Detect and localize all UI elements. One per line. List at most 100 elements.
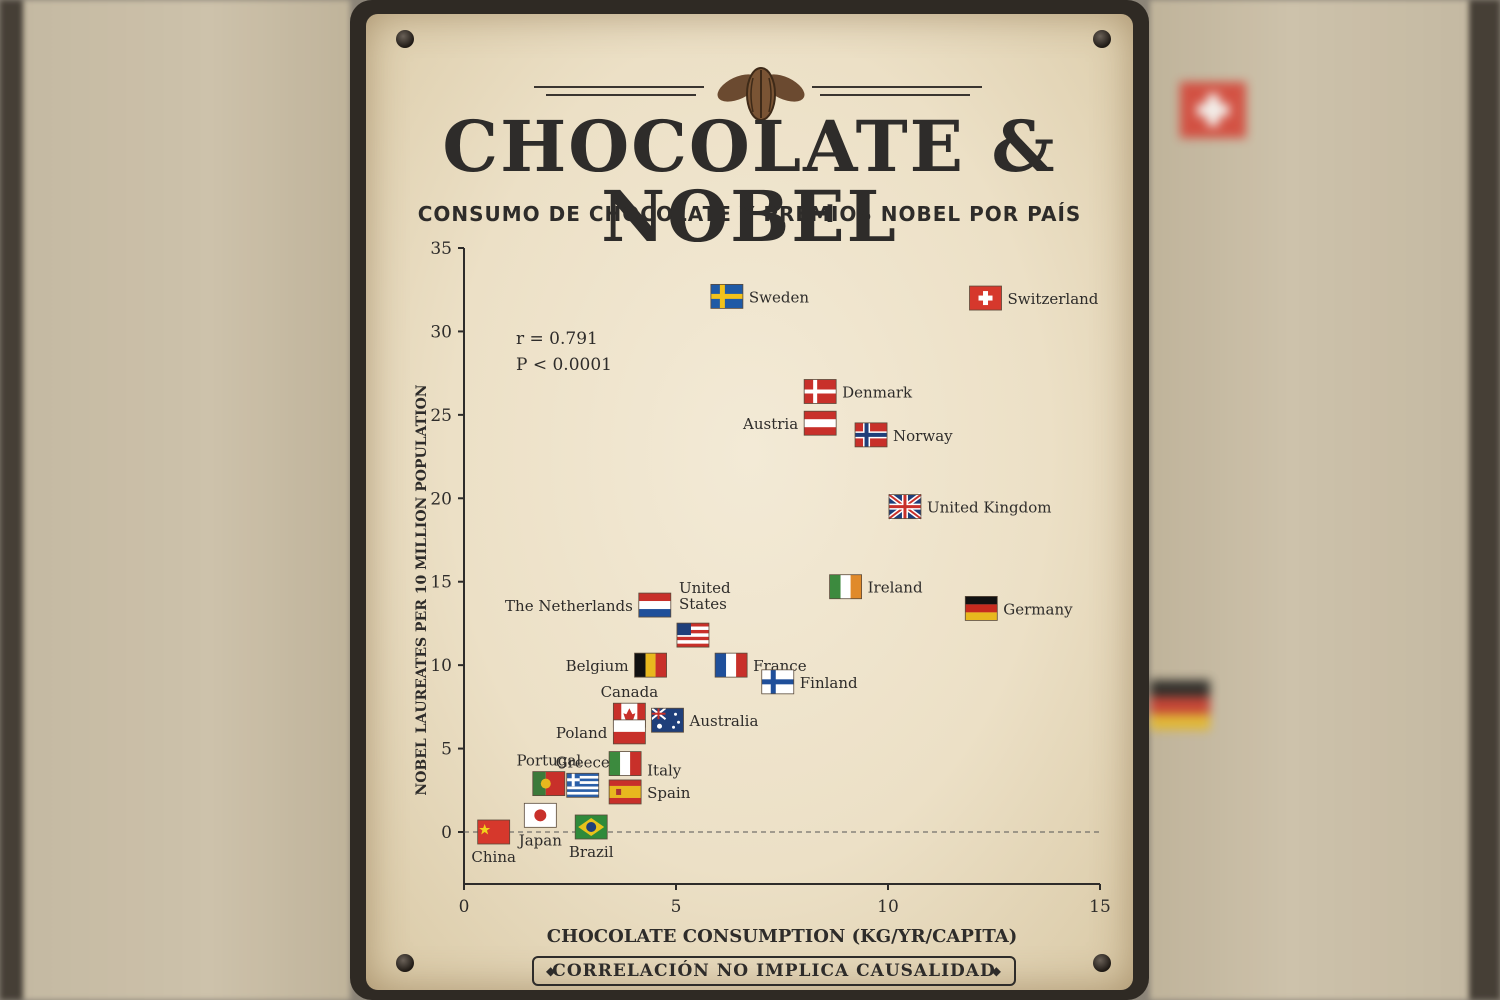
point-label: Norway bbox=[893, 427, 953, 445]
flag-germany-icon bbox=[964, 596, 998, 621]
flag-australia-icon bbox=[650, 707, 684, 733]
flag-part bbox=[613, 703, 622, 728]
flag-part bbox=[676, 636, 709, 641]
point-label: Switzerland bbox=[1008, 290, 1099, 308]
flag-part bbox=[638, 593, 671, 602]
flag-part bbox=[545, 771, 565, 796]
flag-denmark-icon bbox=[803, 379, 837, 404]
flag-part bbox=[736, 653, 748, 678]
flag-part bbox=[657, 723, 663, 729]
flag-border bbox=[612, 719, 646, 745]
ornament-rule-left bbox=[546, 94, 696, 96]
flag-part bbox=[676, 629, 709, 634]
point-label: Sweden bbox=[749, 288, 809, 306]
background-switzerland-flag bbox=[1180, 82, 1246, 138]
flag-switzerland-icon bbox=[969, 285, 1002, 311]
footer-banner: ◆ CORRELACIÓN NO IMPLICA CAUSALIDAD ◆ bbox=[532, 956, 1016, 986]
diamond-icon: ◆ bbox=[991, 964, 1002, 978]
flag-border bbox=[761, 669, 795, 695]
flag-france-icon bbox=[714, 652, 748, 678]
scatter-chart: 0 5 10 15 20 25 30 35 0 5 10 15 CHOCOLATE CONSUMPTIO… bbox=[414, 239, 1111, 947]
rivet bbox=[396, 30, 414, 48]
background-left bbox=[0, 0, 350, 1000]
footer-text: CORRELACIÓN NO IMPLICA CAUSALIDAD bbox=[552, 961, 996, 981]
sign-panel: CHOCOLATE & NOBEL CONSUMO DE CHOCOLATE Y… bbox=[366, 14, 1133, 990]
rivet bbox=[396, 954, 414, 972]
flag-part bbox=[645, 653, 656, 678]
y-tick-label: 35 bbox=[430, 239, 452, 259]
point-label: China bbox=[471, 848, 516, 866]
flag-part bbox=[978, 295, 993, 301]
point-label-line: States bbox=[679, 595, 727, 613]
flag-part bbox=[532, 771, 546, 796]
flag-uk-icon bbox=[887, 492, 923, 521]
page-title: CHOCOLATE & NOBEL bbox=[442, 105, 1057, 258]
flag-part bbox=[566, 791, 599, 795]
flag-belgium-icon bbox=[634, 652, 667, 678]
flag-part bbox=[540, 778, 551, 789]
flag-part bbox=[676, 623, 709, 627]
flag-china-icon bbox=[477, 819, 511, 845]
flag-italy-icon bbox=[608, 751, 642, 776]
flag-netherlands-icon bbox=[638, 592, 672, 618]
x-tick-label: 0 bbox=[459, 897, 470, 917]
flag-part bbox=[534, 809, 547, 822]
flag-part bbox=[566, 775, 599, 779]
flag-sweden-icon bbox=[710, 283, 744, 309]
flag-japan-icon bbox=[523, 802, 557, 828]
flag-border bbox=[532, 771, 566, 797]
flag-spain-icon bbox=[608, 779, 642, 805]
point-label: Belgium bbox=[566, 657, 629, 675]
flag-part bbox=[855, 432, 888, 437]
flag-part bbox=[609, 751, 621, 776]
flag-part bbox=[479, 824, 491, 835]
flag-part bbox=[965, 604, 998, 613]
flag-border bbox=[566, 772, 600, 798]
flag-greece-icon bbox=[566, 772, 600, 798]
flag-border bbox=[651, 707, 684, 733]
background-right bbox=[1150, 0, 1500, 1000]
point-label: Portugal bbox=[516, 752, 581, 770]
flag-part bbox=[609, 797, 642, 804]
ornament-rule-right bbox=[820, 94, 970, 96]
point-label: Germany bbox=[1003, 600, 1073, 618]
flag-part bbox=[676, 626, 709, 630]
flag-part bbox=[566, 778, 599, 782]
y-tick-label: 15 bbox=[430, 573, 452, 593]
flag-part bbox=[623, 708, 636, 722]
flag-part bbox=[726, 653, 737, 678]
correlation-stat: P < 0.0001 bbox=[516, 355, 612, 375]
point-label: United Kingdom bbox=[927, 499, 1051, 517]
flag-border bbox=[803, 410, 837, 436]
point-label: Ireland bbox=[868, 579, 923, 597]
y-tick-label: 20 bbox=[430, 489, 452, 509]
flag-ireland-icon bbox=[829, 574, 863, 600]
flag-part bbox=[655, 653, 667, 678]
rivet bbox=[1093, 30, 1111, 48]
metal-sign: CHOCOLATE & NOBEL CONSUMO DE CHOCOLATE Y… bbox=[350, 0, 1149, 1000]
flag-part bbox=[566, 789, 599, 792]
flag-part bbox=[850, 574, 862, 599]
flag-border bbox=[803, 379, 837, 404]
flag-part bbox=[613, 731, 646, 744]
y-tick-label: 5 bbox=[441, 740, 452, 760]
point-label: Poland bbox=[556, 724, 608, 742]
flag-part bbox=[715, 653, 727, 678]
flag-part bbox=[672, 725, 676, 729]
flag-part bbox=[634, 653, 646, 678]
point-label: Greece bbox=[556, 753, 610, 771]
flag-part bbox=[566, 786, 599, 790]
flag-part bbox=[609, 785, 642, 798]
y-tick-label: 25 bbox=[430, 406, 452, 426]
cacao-pod-icon bbox=[717, 67, 805, 121]
flag-part bbox=[710, 293, 743, 299]
flag-portugal-icon bbox=[532, 771, 566, 797]
y-axis-label: NOBEL LAUREATES PER 10 MILLION POPULATIO… bbox=[414, 384, 430, 795]
flag-part bbox=[630, 751, 642, 776]
flag-border bbox=[969, 285, 1002, 311]
flag-border bbox=[608, 751, 642, 776]
ornament-rule-left bbox=[534, 86, 704, 88]
flag-border bbox=[714, 652, 748, 678]
flag-poland-icon bbox=[612, 719, 646, 745]
flag-brazil-icon bbox=[574, 814, 608, 840]
